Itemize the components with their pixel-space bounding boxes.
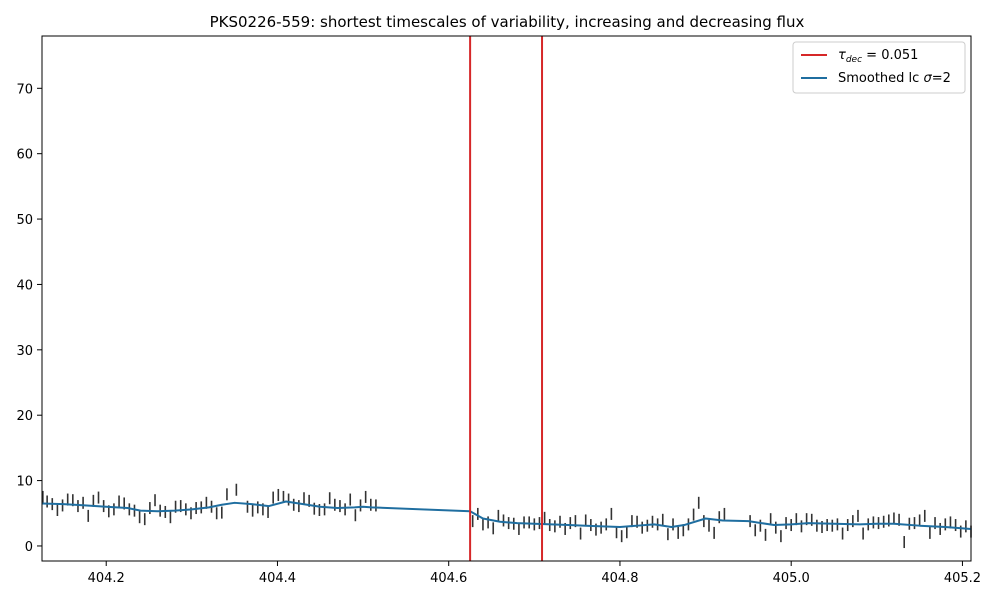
y-tick-label: 20 <box>16 409 33 424</box>
x-tick-label: 404.2 <box>88 571 125 586</box>
y-tick-label: 40 <box>16 278 33 293</box>
x-axis: 404.2 404.4 404.6 404.8 405.0 405.2 <box>88 561 981 586</box>
legend-smoothed-text: Smoothed lc <box>838 71 923 86</box>
legend-box <box>792 41 966 94</box>
x-tick-label: 405.0 <box>773 571 810 586</box>
x-tick-label: 405.2 <box>944 571 981 586</box>
y-tick-label: 60 <box>16 148 33 163</box>
legend-label-tau-dec: τdec = 0.051 <box>838 48 918 65</box>
y-tick-label: 0 <box>25 540 33 555</box>
chart-title: PKS0226-559: shortest timescales of vari… <box>210 13 805 31</box>
smoothed-lightcurve-line <box>41 500 972 530</box>
legend-label-smoothed: Smoothed lc σ=2 <box>838 71 951 86</box>
legend-sigma-symbol: σ <box>923 71 932 86</box>
x-tick-label: 404.6 <box>430 571 467 586</box>
y-tick-label: 50 <box>16 213 33 228</box>
axes-frame <box>41 35 972 562</box>
y-tick-label: 10 <box>16 475 33 490</box>
y-tick-label: 70 <box>16 82 33 97</box>
legend-sigma-value: =2 <box>932 71 951 86</box>
legend-tau-symbol: τ <box>838 48 846 63</box>
x-tick-label: 404.4 <box>259 571 296 586</box>
plot-area <box>41 36 972 561</box>
x-tick-label: 404.8 <box>601 571 638 586</box>
legend: τdec = 0.051 Smoothed lc σ=2 <box>792 41 966 94</box>
y-tick-label: 30 <box>16 344 33 359</box>
legend-tau-subscript: dec <box>846 55 862 65</box>
legend-tau-value: = 0.051 <box>862 48 918 63</box>
y-axis: 0 10 20 30 40 50 60 70 <box>16 82 42 555</box>
